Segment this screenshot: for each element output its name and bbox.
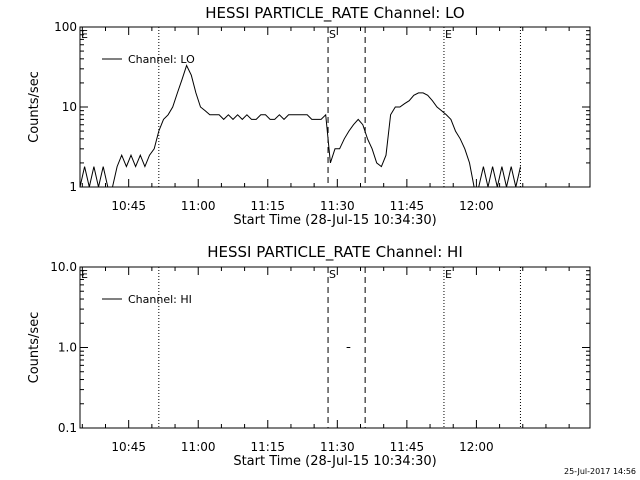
chart-title: HESSI PARTICLE_RATE Channel: HI xyxy=(207,243,463,262)
y-tick-label: 10.0 xyxy=(50,260,77,274)
series-line xyxy=(79,64,521,188)
x-tick-label: 11:00 xyxy=(181,199,216,213)
y-tick-label: 1.0 xyxy=(58,341,77,355)
x-tick-label: 12:00 xyxy=(459,199,494,213)
chart-panel-2 xyxy=(79,266,591,429)
x-axis-label: Start Time (28-Jul-15 10:34:30) xyxy=(233,213,436,228)
y-tick-label: 0.1 xyxy=(58,421,77,435)
event-marker-label: E xyxy=(81,268,88,281)
y-tick-label: 100 xyxy=(54,20,77,34)
x-tick-label: 11:00 xyxy=(181,440,216,454)
x-tick-label: 12:00 xyxy=(459,440,494,454)
event-marker-label: E xyxy=(445,268,452,281)
event-marker-label: S xyxy=(329,28,336,41)
plot-frame xyxy=(79,266,591,429)
plot-frame xyxy=(79,26,591,188)
x-tick-label: 11:45 xyxy=(390,440,425,454)
x-axis-label: Start Time (28-Jul-15 10:34:30) xyxy=(233,454,436,469)
x-tick-label: 11:45 xyxy=(390,199,425,213)
x-tick-label: 10:45 xyxy=(111,440,146,454)
legend-label: Channel: LO xyxy=(128,53,195,66)
event-marker-label: E xyxy=(445,28,452,41)
x-tick-label: 11:15 xyxy=(250,199,285,213)
x-tick-label: 10:45 xyxy=(111,199,146,213)
chart-title: HESSI PARTICLE_RATE Channel: LO xyxy=(205,4,464,23)
y-axis-label: Counts/sec xyxy=(27,71,42,143)
y-tick-label: 1 xyxy=(69,180,77,194)
chart-panel-1 xyxy=(79,26,591,188)
x-tick-label: 11:30 xyxy=(320,199,355,213)
event-marker-label: E xyxy=(81,28,88,41)
legend-label: Channel: HI xyxy=(128,293,192,306)
x-tick-label: 11:15 xyxy=(250,440,285,454)
event-marker-label: S xyxy=(329,268,336,281)
y-axis-label: Counts/sec xyxy=(27,312,42,384)
x-tick-label: 11:30 xyxy=(320,440,355,454)
y-tick-label: 10 xyxy=(62,100,77,114)
footer-timestamp: 25-Jul-2017 14:56 xyxy=(563,467,636,476)
